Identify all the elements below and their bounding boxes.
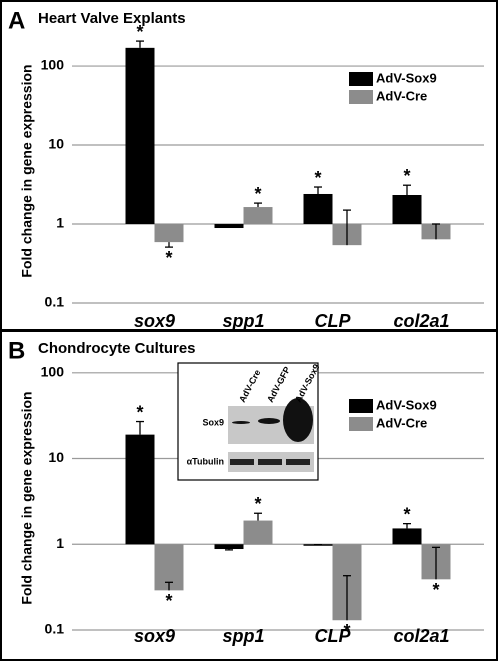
significance-star: * [403, 504, 410, 524]
x-tick-label: sox9 [134, 311, 175, 331]
significance-star: * [254, 494, 261, 514]
x-tick-label: col2a1 [393, 311, 449, 331]
significance-star: * [343, 621, 350, 641]
y-axis-title: Fold change in gene expression [19, 64, 35, 277]
legend-label: AdV-Cre [376, 415, 427, 430]
y-tick-label: 10 [48, 136, 64, 152]
legend-swatch [349, 72, 373, 86]
significance-star: * [432, 580, 439, 600]
bar [125, 434, 155, 545]
panel-frame [0, 0, 498, 331]
x-tick-label: sox9 [134, 626, 175, 646]
bar [154, 224, 184, 243]
x-tick-label: spp1 [222, 626, 264, 646]
significance-star: * [136, 402, 143, 422]
blot-band [283, 398, 313, 442]
legend-label: AdV-Sox9 [376, 70, 437, 85]
panel-title: Heart Valve Explants [38, 10, 186, 27]
bar [392, 528, 422, 545]
bar [303, 193, 333, 225]
blot-band [258, 418, 280, 424]
legend-swatch [349, 399, 373, 413]
legend-label: AdV-Sox9 [376, 397, 437, 412]
legend-swatch [349, 90, 373, 104]
panel-title: Chondrocyte Cultures [38, 340, 196, 357]
bar [214, 544, 244, 550]
y-tick-label: 1 [56, 215, 64, 231]
x-tick-label: CLP [315, 626, 352, 646]
blot-band [258, 459, 282, 465]
row-label: αTubulin [187, 456, 224, 466]
blot-band [232, 421, 250, 424]
bar [392, 194, 422, 225]
y-tick-label: 10 [48, 449, 64, 465]
y-axis-title: Fold change in gene expression [19, 391, 35, 604]
y-tick-label: 0.1 [45, 294, 65, 310]
y-tick-label: 1 [56, 535, 64, 551]
panel-frame [0, 330, 498, 661]
y-tick-label: 100 [41, 363, 65, 379]
panel-label: B [8, 337, 25, 364]
blot-band [286, 459, 310, 465]
significance-star: * [165, 248, 172, 268]
significance-star: * [314, 168, 321, 188]
legend-swatch [349, 417, 373, 431]
significance-star: * [136, 22, 143, 42]
bar [125, 47, 155, 225]
blot-band [230, 459, 254, 465]
bar [243, 207, 273, 225]
legend-label: AdV-Cre [376, 88, 427, 103]
significance-star: * [403, 166, 410, 186]
x-tick-label: CLP [315, 311, 352, 331]
y-tick-label: 0.1 [45, 621, 65, 637]
panel-label: A [8, 7, 25, 34]
x-tick-label: spp1 [222, 311, 264, 331]
y-tick-label: 100 [41, 57, 65, 73]
significance-star: * [254, 184, 261, 204]
row-label: Sox9 [202, 417, 224, 427]
x-tick-label: col2a1 [393, 626, 449, 646]
bar [243, 520, 273, 545]
significance-star: * [165, 591, 172, 611]
